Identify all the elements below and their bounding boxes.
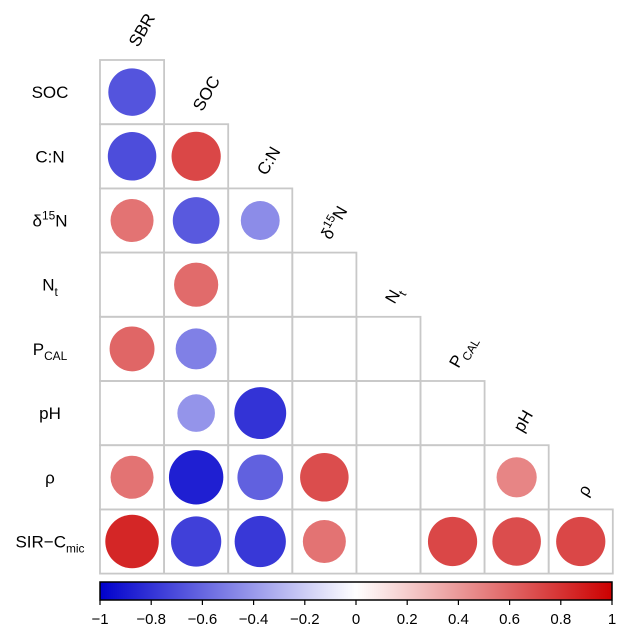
corr-circle-ph-soc [177, 394, 215, 432]
column-label-rho: ρ [574, 482, 595, 500]
column-label-soc: SOC [189, 73, 224, 114]
row-label-d15n-superscript: 15 [42, 209, 56, 223]
grid-cell [99, 380, 165, 447]
column-label-d15n-superscript: 15 [320, 212, 339, 231]
grid [99, 59, 614, 575]
grid-cell [419, 380, 486, 447]
colorbar-tick-label: −0.4 [239, 611, 269, 628]
column-label-c-n-text: C:N [253, 144, 284, 179]
row-label-sir-cmic: SIR−Cmic [15, 533, 84, 556]
colorbar-tick-label: −1 [91, 611, 108, 628]
corr-circle-rho-soc [168, 450, 224, 505]
colorbar-tick-label: 0.6 [499, 611, 520, 628]
column-label-nt-text: N [381, 287, 404, 307]
colorbar-tick-label: 0.4 [448, 611, 469, 628]
grid-cell [419, 444, 486, 511]
corr-circle-rho-sbr [110, 455, 154, 499]
colorbar-tick-label: −0.8 [136, 611, 166, 628]
row-label-sir-cmic-subscript: mic [66, 542, 85, 556]
colorbar-tick-label: −0.2 [290, 611, 320, 628]
column-label-nt-subscript: t [395, 288, 409, 298]
colorbar-tick-label: 1 [608, 611, 616, 628]
row-label-c-n-text: C:N [35, 147, 64, 166]
colorbar-tick-label: 0.2 [397, 611, 418, 628]
corr-circle-rho-ph [496, 457, 537, 498]
column-label-rho-text: ρ [574, 482, 595, 500]
column-label-nt: Nt [381, 283, 409, 309]
column-label-sbr: SBR [125, 10, 159, 50]
corr-circle-ph-c-n [234, 387, 287, 440]
corr-circle-sir-cmic-sbr [105, 514, 159, 569]
grid-cell [355, 508, 422, 575]
colorbar-tick-label: −0.6 [188, 611, 218, 628]
grid-cell [227, 251, 294, 318]
row-label-nt-text: N [42, 276, 54, 295]
row-label-pcal-subscript: CAL [44, 349, 68, 363]
colorbar-tick-label: 0.8 [550, 611, 571, 628]
row-label-pcal: PCAL [33, 340, 68, 363]
grid-cell [227, 315, 294, 382]
column-label-ph-text: pH [510, 407, 537, 435]
row-label-nt-subscript: t [54, 285, 58, 299]
row-label-sir-cmic-text: SIR−C [15, 533, 66, 552]
column-label-pcal-subscript: CAL [459, 336, 483, 363]
colorbar-gradient [99, 581, 613, 601]
row-label-c-n: C:N [35, 147, 64, 166]
grid-cell [291, 380, 358, 447]
corr-circle-sir-cmic-soc [171, 516, 222, 567]
corr-circle-sir-cmic-ph [492, 517, 541, 566]
grid-cell [99, 251, 165, 318]
corr-circle-sir-cmic-c-n [234, 515, 286, 568]
row-label-soc: SOC [32, 83, 69, 102]
colorbar-tick-label: 0 [352, 611, 360, 628]
row-label-soc-text: SOC [32, 83, 69, 102]
column-label-d15n: δ15N [315, 201, 351, 242]
corr-circle-c-n-sbr [107, 132, 157, 181]
corr-circle-sir-cmic-rho [556, 516, 606, 567]
corr-circle-sir-cmic-d15n [302, 519, 346, 564]
correlation-circles [105, 68, 606, 569]
row-label-d15n-text: δ [33, 212, 42, 231]
grid-cell [547, 508, 614, 575]
row-label-ph-text: pH [39, 404, 61, 423]
corr-circle-sir-cmic-pcal [427, 516, 478, 567]
grid-cell [355, 315, 422, 382]
corr-circle-d15n-soc [172, 197, 220, 244]
column-label-c-n: C:N [253, 144, 284, 179]
column-label-ph: pH [510, 407, 537, 435]
row-label-ph: pH [39, 404, 61, 423]
row-label-d15n-tail: N [55, 212, 67, 231]
colorbar: −1 −0.8 −0.6 −0.4 −0.2 0 0.2 0.4 0.6 0.8 1 [91, 581, 616, 628]
grid-cell [355, 380, 422, 447]
grid-cell [355, 444, 422, 511]
grid-cell [291, 315, 358, 382]
column-label-soc-text: SOC [189, 73, 224, 114]
corr-circle-pcal-sbr [109, 326, 155, 372]
grid-cell [291, 251, 358, 318]
corr-circle-c-n-soc [171, 131, 221, 181]
column-label-sbr-text: SBR [125, 10, 159, 50]
corr-circle-d15n-sbr [110, 198, 154, 243]
row-label-rho-text: ρ [45, 468, 55, 487]
corr-circle-pcal-soc [175, 328, 217, 370]
corr-circle-soc-sbr [108, 68, 156, 116]
row-label-d15n: δ15N [33, 209, 68, 231]
corr-circle-rho-d15n [300, 453, 349, 502]
corr-circle-d15n-c-n [240, 201, 280, 240]
row-label-rho: ρ [45, 468, 55, 487]
row-label-pcal-text: P [33, 340, 44, 359]
column-label-pcal: PCAL [446, 331, 483, 373]
corr-circle-rho-c-n [237, 454, 284, 501]
corr-circle-nt-soc [174, 262, 219, 307]
row-label-nt: Nt [42, 276, 58, 299]
